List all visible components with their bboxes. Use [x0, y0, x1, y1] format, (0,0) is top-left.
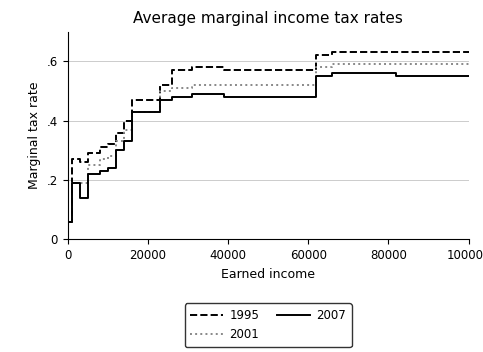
Line: 2001: 2001 — [68, 64, 469, 221]
2007 — [129, 110, 135, 114]
2001 — [221, 83, 227, 87]
2007 — [169, 95, 175, 99]
1995 — [157, 83, 163, 87]
2001 — [85, 163, 91, 167]
2007 — [97, 172, 102, 176]
2007 — [113, 166, 119, 170]
2007 — [313, 95, 319, 99]
1995 — [329, 50, 335, 55]
2007 — [157, 98, 163, 102]
1995 — [313, 53, 319, 57]
1995 — [85, 151, 91, 156]
2007 — [85, 196, 91, 200]
1995 — [85, 160, 91, 164]
1995 — [65, 219, 71, 224]
2001 — [129, 127, 135, 132]
2007 — [77, 196, 83, 200]
1995 — [221, 65, 227, 69]
2007 — [221, 92, 227, 96]
1995 — [129, 98, 135, 102]
2007 — [189, 92, 195, 96]
1995 — [97, 151, 102, 156]
2001 — [77, 181, 83, 185]
Line: 2007: 2007 — [68, 73, 469, 221]
2001 — [129, 110, 135, 114]
1995 — [169, 83, 175, 87]
2001 — [65, 219, 71, 224]
2001 — [113, 139, 119, 144]
1995 — [121, 119, 127, 123]
2001 — [105, 157, 111, 161]
1995 — [157, 98, 163, 102]
1995 — [329, 53, 335, 57]
2001 — [189, 83, 195, 87]
2001 — [77, 181, 83, 185]
2007 — [121, 148, 127, 152]
2007 — [329, 74, 335, 78]
2001 — [121, 127, 127, 132]
Y-axis label: Marginal tax rate: Marginal tax rate — [28, 82, 41, 189]
2007 — [85, 172, 91, 176]
2007 — [189, 95, 195, 99]
2001 — [157, 89, 163, 93]
2007 — [157, 110, 163, 114]
1995 — [313, 68, 319, 73]
2007 — [466, 74, 471, 78]
Legend: 1995, 2001, 2007: 1995, 2001, 2007 — [185, 303, 352, 347]
2007 — [169, 98, 175, 102]
2007 — [129, 139, 135, 144]
2007 — [329, 71, 335, 75]
2007 — [221, 95, 227, 99]
2001 — [157, 110, 163, 114]
2001 — [169, 89, 175, 93]
2007 — [77, 181, 83, 185]
2001 — [97, 163, 102, 167]
2001 — [313, 83, 319, 87]
1995 — [105, 145, 111, 150]
2001 — [169, 86, 175, 90]
1995 — [121, 131, 127, 135]
X-axis label: Earned income: Earned income — [221, 268, 315, 281]
1995 — [69, 219, 74, 224]
1995 — [169, 68, 175, 73]
2007 — [394, 74, 399, 78]
2007 — [121, 139, 127, 144]
2007 — [313, 74, 319, 78]
1995 — [129, 119, 135, 123]
2001 — [189, 86, 195, 90]
2001 — [113, 154, 119, 158]
2007 — [394, 71, 399, 75]
1995 — [97, 145, 102, 150]
1995 — [105, 142, 111, 146]
1995 — [466, 50, 471, 55]
2001 — [69, 219, 74, 224]
2001 — [313, 65, 319, 69]
2001 — [97, 157, 102, 161]
2007 — [113, 148, 119, 152]
2001 — [466, 62, 471, 67]
1995 — [189, 68, 195, 73]
2007 — [105, 166, 111, 170]
2007 — [65, 219, 71, 224]
1995 — [189, 65, 195, 69]
2001 — [329, 65, 335, 69]
1995 — [113, 142, 119, 146]
2007 — [97, 169, 102, 173]
2001 — [221, 83, 227, 87]
1995 — [77, 160, 83, 164]
2001 — [121, 139, 127, 144]
1995 — [113, 131, 119, 135]
1995 — [69, 157, 74, 161]
2001 — [85, 181, 91, 185]
2007 — [69, 181, 74, 185]
2001 — [329, 62, 335, 67]
Title: Average marginal income tax rates: Average marginal income tax rates — [133, 11, 403, 26]
2001 — [105, 154, 111, 158]
2001 — [69, 181, 74, 185]
1995 — [77, 157, 83, 161]
Line: 1995: 1995 — [68, 52, 469, 221]
2007 — [105, 169, 111, 173]
1995 — [221, 68, 227, 73]
2007 — [69, 219, 74, 224]
